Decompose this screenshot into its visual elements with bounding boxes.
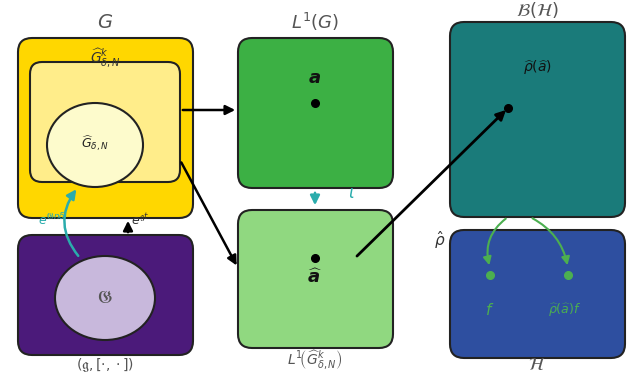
Text: $\widehat{\rho}(\widehat{a})$: $\widehat{\rho}(\widehat{a})$: [522, 59, 552, 77]
Text: $e^{\mathfrak{g}t}$: $e^{\mathfrak{g}t}$: [131, 212, 149, 228]
FancyBboxPatch shape: [238, 210, 393, 348]
Text: $L^1\!\left(\widehat{G}^k_{\delta,N}\right)$: $L^1\!\left(\widehat{G}^k_{\delta,N}\rig…: [287, 349, 343, 372]
Text: $\mathfrak{G}$: $\mathfrak{G}$: [97, 289, 113, 307]
Text: $\iota$: $\iota$: [348, 184, 355, 202]
Text: $\widehat{\boldsymbol{a}}$: $\widehat{\boldsymbol{a}}$: [307, 269, 323, 287]
Text: $L^1(G)$: $L^1(G)$: [291, 11, 339, 33]
Text: $\widehat{\rho}(\widehat{a})f$: $\widehat{\rho}(\widehat{a})f$: [548, 302, 582, 319]
Text: $f$: $f$: [485, 302, 495, 318]
FancyBboxPatch shape: [450, 22, 625, 217]
Text: $\mathcal{H}$: $\mathcal{H}$: [529, 356, 546, 374]
Text: $\boldsymbol{a}$: $\boldsymbol{a}$: [308, 69, 321, 87]
Text: $\widehat{G}^k_{\delta,N}$: $\widehat{G}^k_{\delta,N}$: [90, 46, 120, 70]
Text: $\hat{\rho}$: $\hat{\rho}$: [435, 229, 445, 251]
FancyBboxPatch shape: [30, 62, 180, 182]
FancyBboxPatch shape: [18, 235, 193, 355]
Text: $(\mathfrak{g},[\cdot,\cdot])$: $(\mathfrak{g},[\cdot,\cdot])$: [76, 356, 134, 374]
Text: $\mathcal{B}(\mathcal{H})$: $\mathcal{B}(\mathcal{H})$: [516, 0, 558, 20]
Text: $G$: $G$: [97, 12, 113, 31]
Ellipse shape: [55, 256, 155, 340]
FancyBboxPatch shape: [238, 38, 393, 188]
Text: $e^{\mathfrak{G}n\delta}$: $e^{\mathfrak{G}n\delta}$: [38, 212, 66, 228]
FancyBboxPatch shape: [18, 38, 193, 218]
FancyBboxPatch shape: [450, 230, 625, 358]
Text: $\widehat{G}_{\delta,N}$: $\widehat{G}_{\delta,N}$: [81, 133, 109, 153]
Ellipse shape: [47, 103, 143, 187]
